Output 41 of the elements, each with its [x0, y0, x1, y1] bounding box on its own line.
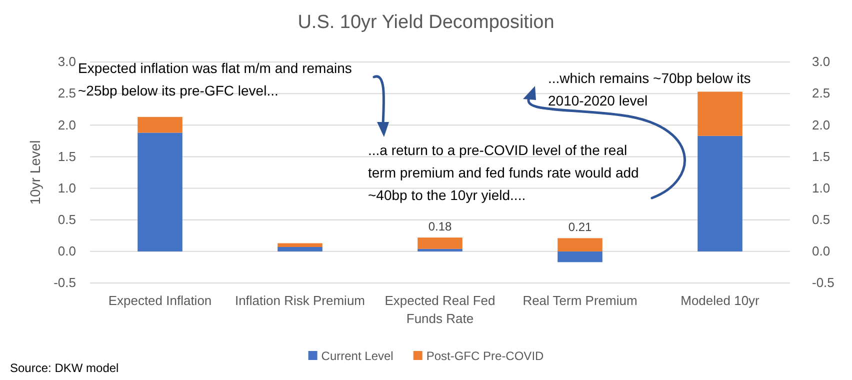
- bar: [698, 92, 742, 136]
- y-axis-title: 10yr Level: [27, 140, 43, 205]
- data-label: 0.21: [568, 220, 592, 234]
- annotation: Expected inflation was flat m/m and remains ~25bp below its pre-GFC level...: [78, 60, 352, 98]
- y2-tick-label: 2.5: [812, 86, 830, 101]
- x-tick-label: Expected Real Fed Funds Rate: [384, 293, 496, 326]
- bar: [418, 238, 462, 249]
- y-tick-label: 1.0: [58, 180, 76, 196]
- x-tick-label: Modeled 10yr: [680, 293, 760, 308]
- bar: [418, 248, 462, 252]
- x-tick-label: Inflation Risk Premium: [234, 293, 366, 308]
- y2-tick-label: 1.5: [812, 148, 830, 164]
- bar: [558, 251, 602, 262]
- bar: [278, 247, 322, 252]
- y2-tick-label: 2.0: [812, 117, 830, 132]
- y-tick-label: 0.5: [58, 212, 76, 228]
- x-tick-label: Expected Inflation: [108, 293, 212, 308]
- y2-tick-label: 3.0: [812, 54, 830, 70]
- bar: [138, 116, 182, 133]
- y-tick-label: 1.5: [58, 148, 76, 164]
- y2-tick-label: 1.0: [812, 180, 830, 196]
- legend-label: Current Level: [321, 349, 394, 363]
- y-tick-label: 0.0: [58, 244, 76, 259]
- y-tick-label: 2.5: [58, 86, 76, 101]
- source-note: Source: DKW model: [10, 361, 119, 375]
- x-tick-label: Real Term Premium: [522, 293, 638, 308]
- y2-tick-label: -0.5: [812, 275, 834, 290]
- y2-tick-label: 0.0: [812, 244, 830, 259]
- y-tick-label: 3.0: [58, 54, 76, 70]
- bar: [138, 132, 182, 252]
- y-tick-label: -0.5: [54, 275, 76, 290]
- annotation: ...a return to a pre-COVID level of the real term premium and fed funds rate would add ~40bp to the 10yr yield....: [368, 142, 639, 203]
- annotation: ...which remains ~70bp below its 2010-2020 level: [548, 70, 751, 108]
- y-tick-label: 2.0: [58, 117, 76, 132]
- legend-label: Post-GFC Pre-COVID: [426, 349, 544, 363]
- bar: [278, 243, 322, 248]
- data-label: 0.18: [428, 220, 452, 234]
- bar: [558, 238, 602, 252]
- bar: [698, 136, 742, 252]
- y2-tick-label: 0.5: [812, 212, 830, 228]
- chart-title: U.S. 10yr Yield Decomposition: [298, 12, 554, 33]
